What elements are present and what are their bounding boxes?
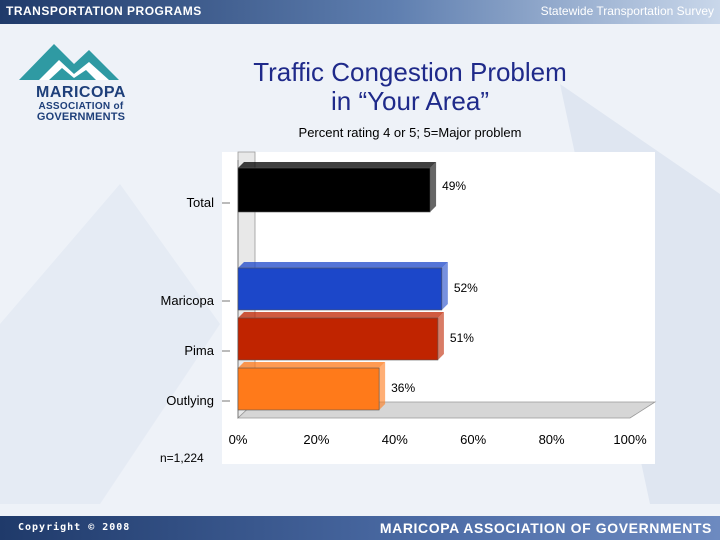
chart-title-line-2: in “Your Area” xyxy=(330,86,490,116)
chart-title-line-1: Traffic Congestion Problem xyxy=(253,57,567,87)
bar-pima xyxy=(237,312,444,361)
bar-front xyxy=(237,167,431,213)
bar-top-face xyxy=(238,362,386,368)
x-tick-label: 80% xyxy=(539,432,565,447)
bar-side-face xyxy=(379,362,386,410)
category-label: Maricopa xyxy=(161,293,215,308)
survey-title: Statewide Transportation Survey xyxy=(540,4,714,18)
chart-subtitle: Percent rating 4 or 5; 5=Major problem xyxy=(298,125,522,140)
bar-maricopa xyxy=(237,262,448,311)
mountain-logo-icon xyxy=(19,44,119,80)
bar-value-label: 52% xyxy=(454,281,478,295)
category-label: Outlying xyxy=(166,393,214,408)
copyright-text: Copyright © 2008 xyxy=(18,522,131,533)
logo-line-2: ASSOCIATION of xyxy=(38,101,124,112)
chart-title: Traffic Congestion Problem in “Your Area… xyxy=(200,58,620,116)
bar-side-face xyxy=(441,262,448,310)
sample-size-note: n=1,224 xyxy=(160,451,204,465)
footer-bar: Copyright © 2008 MARICOPA ASSOCIATION OF… xyxy=(0,516,720,540)
bar-total xyxy=(237,162,437,213)
x-tick-label: 60% xyxy=(460,432,486,447)
mag-logo xyxy=(14,40,144,124)
x-tick-label: 100% xyxy=(613,432,647,447)
bar-top-face xyxy=(238,162,437,168)
bar-top-face xyxy=(238,262,448,268)
logo-line-3: GOVERNMENTS xyxy=(36,111,126,123)
bar-value-label: 49% xyxy=(442,179,466,193)
x-tick-label: 0% xyxy=(229,432,248,447)
bar-top-face xyxy=(238,312,444,318)
bar-side-face xyxy=(430,162,437,212)
category-label: Pima xyxy=(184,343,214,358)
category-label: Total xyxy=(187,195,215,210)
section-title: TRANSPORTATION PROGRAMS xyxy=(6,4,202,18)
x-tick-label: 40% xyxy=(382,432,408,447)
bar-outlying xyxy=(237,362,386,411)
header-bar: TRANSPORTATION PROGRAMS Statewide Transp… xyxy=(0,0,720,24)
footer-org-name: MARICOPA ASSOCIATION OF GOVERNMENTS xyxy=(379,520,712,536)
bar-front xyxy=(237,267,443,311)
bar-front xyxy=(237,367,380,411)
bar-value-label: 36% xyxy=(391,381,415,395)
x-tick-label: 20% xyxy=(303,432,329,447)
bar-value-label: 51% xyxy=(450,331,474,345)
bar-side-face xyxy=(437,312,444,360)
logo-line-1: MARICOPA xyxy=(36,84,126,101)
bar-front xyxy=(237,317,439,361)
